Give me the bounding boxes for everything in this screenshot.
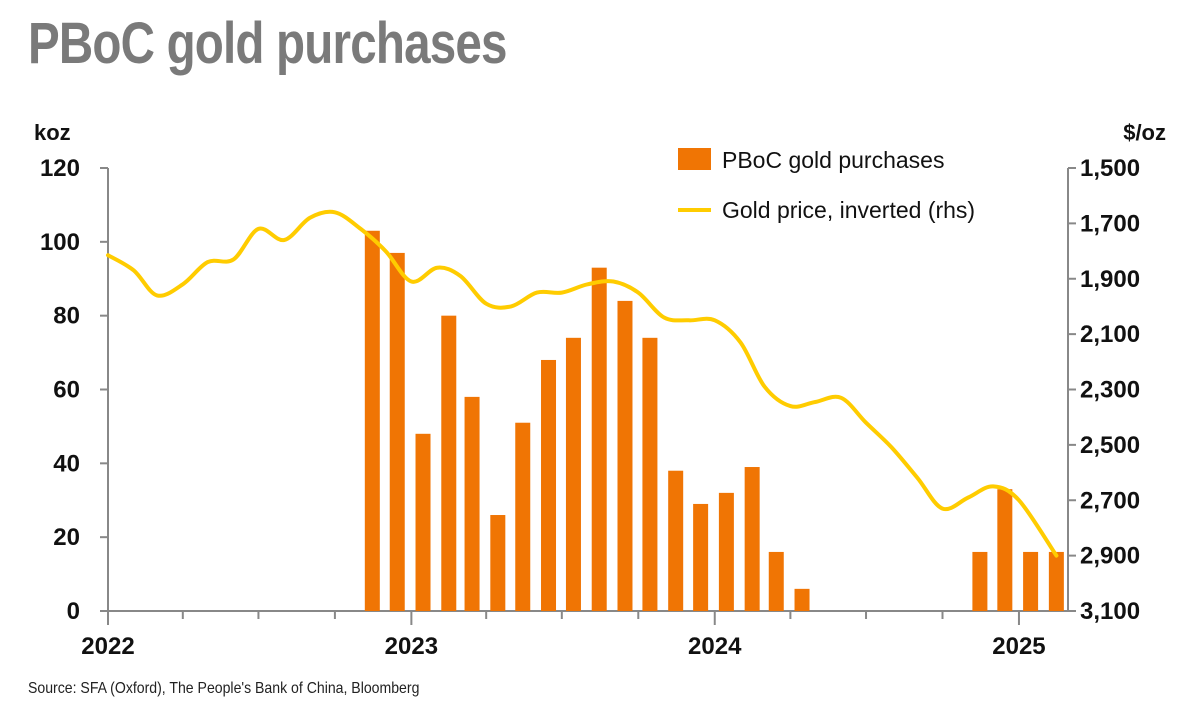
x-tick-label: 2023 <box>385 633 438 660</box>
purchase-bar <box>768 551 784 611</box>
right-tick-label: 2,100 <box>1080 321 1140 348</box>
purchase-bar <box>617 300 633 611</box>
purchase-bar <box>642 337 658 611</box>
purchase-bar <box>541 359 557 611</box>
purchase-bar <box>565 337 581 611</box>
purchase-bar <box>1023 551 1039 611</box>
purchase-bar <box>668 470 684 611</box>
x-tick-label: 2025 <box>992 633 1045 660</box>
left-tick-label: 20 <box>53 524 80 551</box>
right-tick-label: 2,500 <box>1080 432 1140 459</box>
purchase-bar <box>1048 551 1064 611</box>
right-axis-unit: $/oz <box>1123 120 1166 145</box>
legend-label-line: Gold price, inverted (rhs) <box>722 197 975 223</box>
right-tick-label: 3,100 <box>1080 598 1140 625</box>
right-tick-label: 2,300 <box>1080 377 1140 404</box>
purchase-bar <box>389 252 405 612</box>
purchase-bar <box>693 503 709 611</box>
right-tick-label: 2,900 <box>1080 543 1140 570</box>
purchase-bar <box>794 588 810 611</box>
right-tick-label: 2,700 <box>1080 487 1140 514</box>
purchase-bar <box>972 551 988 611</box>
purchase-bar <box>441 315 457 611</box>
right-tick-label: 1,700 <box>1080 210 1140 237</box>
purchase-bar <box>415 433 431 611</box>
x-tick-label: 2024 <box>688 633 742 660</box>
right-tick-label: 1,900 <box>1080 266 1140 293</box>
purchase-bar <box>364 230 380 611</box>
purchase-bar <box>464 396 480 611</box>
purchase-bar <box>744 467 760 611</box>
legend-swatch-bars <box>678 148 711 170</box>
purchase-bar <box>515 422 531 611</box>
left-tick-label: 60 <box>53 377 80 404</box>
left-axis-unit: koz <box>34 120 71 145</box>
gold-price-line-group <box>106 209 1059 558</box>
axis-labels: 0 20 40 60 80 100 120 1,500 1,700 1,900 2,100 2,300… <box>34 120 1166 660</box>
axes <box>100 167 1076 625</box>
purchase-bars <box>364 230 1064 612</box>
purchase-bar <box>490 515 506 611</box>
chart-title: PBoC gold purchases <box>28 11 507 76</box>
left-tick-label: 80 <box>53 303 80 330</box>
purchase-bar <box>997 489 1013 611</box>
left-tick-label: 100 <box>40 229 80 256</box>
left-tick-label: 40 <box>53 450 80 477</box>
gold-price-line <box>106 209 1059 558</box>
purchase-bar <box>718 492 734 611</box>
left-tick-label: 0 <box>67 598 80 625</box>
legend: PBoC gold purchases Gold price, inverted … <box>678 147 975 223</box>
source-note: Source: SFA (Oxford), The People's Bank … <box>28 680 420 697</box>
purchase-bar <box>591 267 607 611</box>
legend-label-bars: PBoC gold purchases <box>722 147 944 173</box>
right-tick-label: 1,500 <box>1080 155 1140 182</box>
x-tick-label: 2022 <box>81 633 134 660</box>
left-tick-label: 120 <box>40 155 80 182</box>
